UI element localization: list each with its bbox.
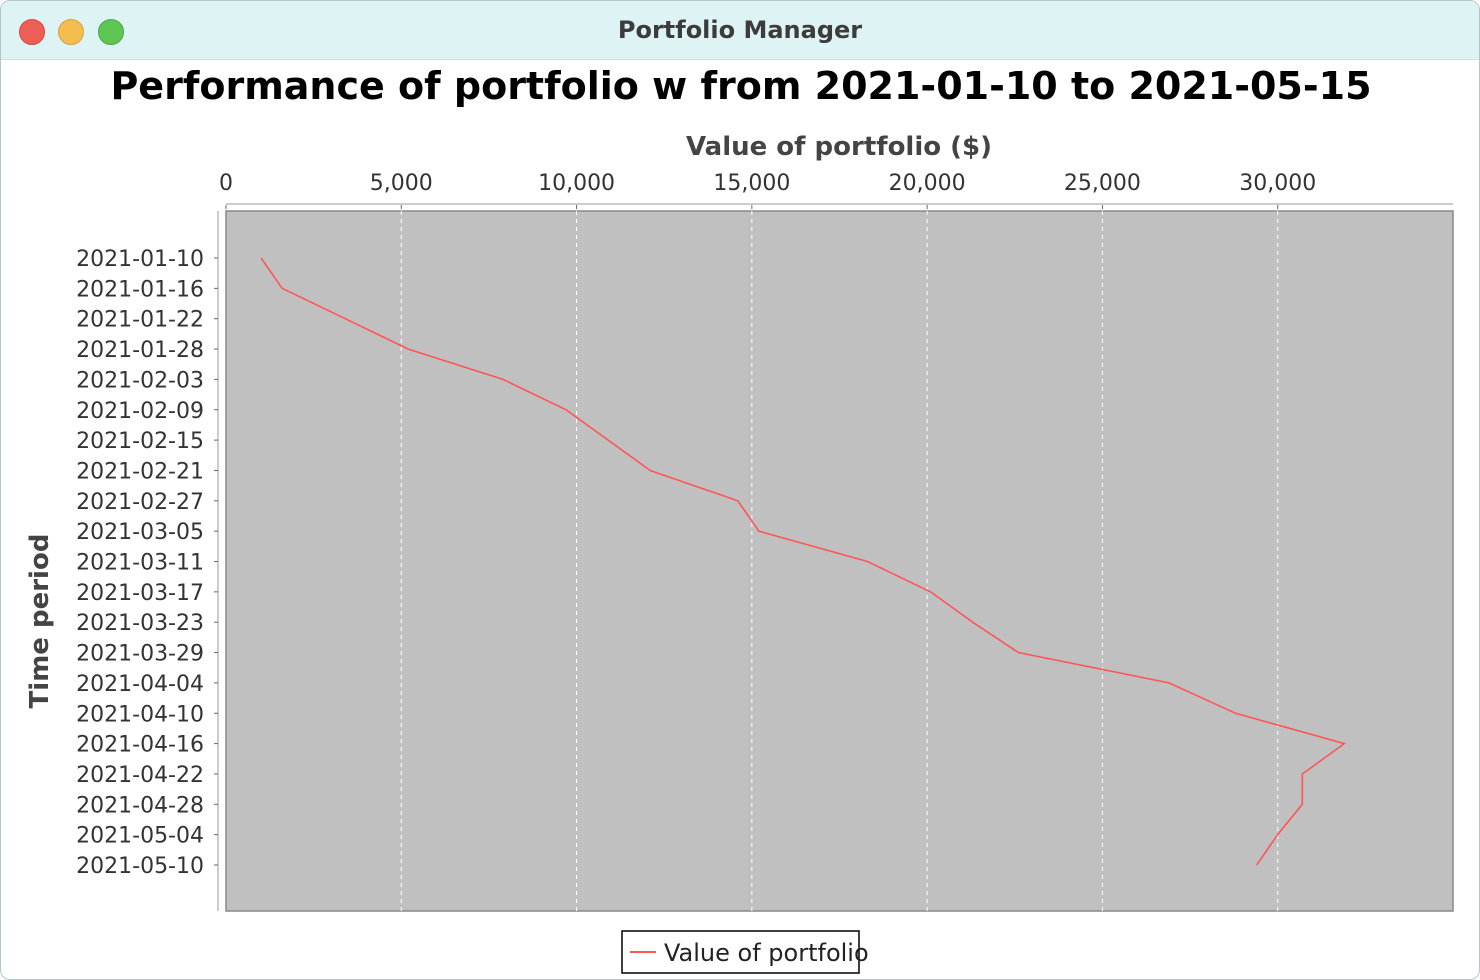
y-tick-label: 2021-01-16 xyxy=(76,277,204,302)
chart-title: Performance of portfolio w from 2021-01-… xyxy=(110,64,1371,108)
y-tick-label: 2021-02-09 xyxy=(76,399,204,424)
y-tick-label: 2021-04-04 xyxy=(76,672,204,697)
x-tick-label: 10,000 xyxy=(538,171,615,196)
x-tick-label: 20,000 xyxy=(889,171,966,196)
y-tick-label: 2021-05-10 xyxy=(76,854,204,879)
y-tick-label: 2021-03-29 xyxy=(76,642,204,667)
y-tick-label: 2021-03-05 xyxy=(76,520,204,545)
x-axis-label: Value of portfolio ($) xyxy=(686,132,992,162)
legend-box xyxy=(621,930,860,974)
window-title: Portfolio Manager xyxy=(617,16,863,44)
legend: Value of portfolio xyxy=(621,930,869,974)
x-tick-label: 5,000 xyxy=(370,171,433,196)
title-bar: Portfolio Manager xyxy=(1,1,1479,60)
plot-background xyxy=(225,210,1454,912)
y-axis-label: Time period xyxy=(25,534,55,709)
y-tick-label: 2021-04-28 xyxy=(76,793,204,818)
y-tick-label: 2021-03-23 xyxy=(76,611,204,636)
y-tick-label: 2021-05-04 xyxy=(76,824,204,849)
legend-label: Value of portfolio xyxy=(664,939,869,967)
x-tick-label: 0 xyxy=(219,171,233,196)
y-tick-label: 2021-02-27 xyxy=(76,490,204,515)
y-tick-label: 2021-01-10 xyxy=(76,247,204,272)
y-tick-label: 2021-01-22 xyxy=(76,308,204,333)
x-tick-label: 15,000 xyxy=(713,171,790,196)
x-tick-label: 30,000 xyxy=(1239,171,1316,196)
close-window-button[interactable] xyxy=(19,19,45,45)
y-tick-label: 2021-02-21 xyxy=(76,459,204,484)
y-tick-label: 2021-03-11 xyxy=(76,551,204,576)
y-tick-label: 2021-03-17 xyxy=(76,581,204,606)
plot-area: 0 5,000 10,000 15,000 20,000 25,000 30,000 2021… xyxy=(76,171,1454,912)
minimize-window-button[interactable] xyxy=(58,19,84,45)
portfolio-chart: Performance of portfolio w from 2021-01-… xyxy=(25,64,1454,974)
y-tick-label: 2021-01-28 xyxy=(76,338,204,363)
y-tick-label: 2021-04-10 xyxy=(76,702,204,727)
y-tick-label: 2021-04-22 xyxy=(76,763,204,788)
y-tick-label: 2021-02-03 xyxy=(76,368,204,393)
zoom-window-button[interactable] xyxy=(98,19,124,45)
x-tick-label: 25,000 xyxy=(1064,171,1141,196)
y-tick-label: 2021-02-15 xyxy=(76,429,204,454)
y-tick-label: 2021-04-16 xyxy=(76,733,204,758)
